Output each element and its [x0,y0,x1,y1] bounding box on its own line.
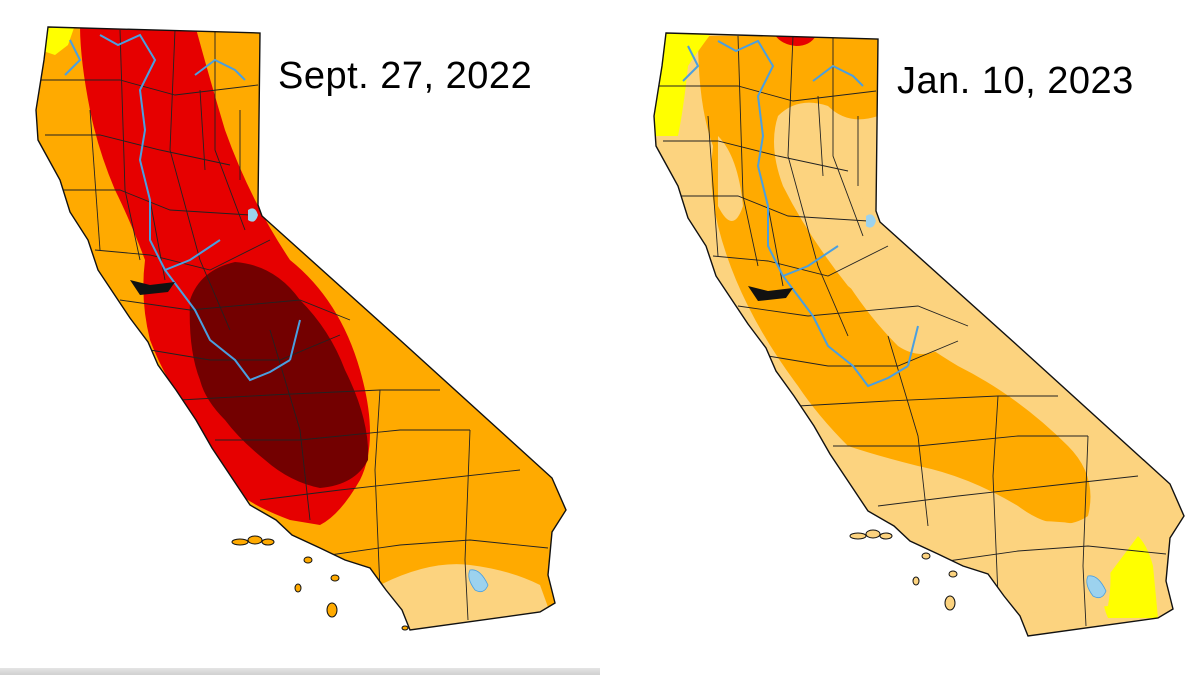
lake-tahoe [248,208,258,222]
lake-tahoe [866,214,876,228]
moderate-drought-interior [818,156,958,354]
abnormally-dry-region [40,27,75,55]
moderate-drought-coastal [718,136,743,221]
abnormally-dry-southeast [1103,536,1158,618]
date-label-sept-2022: Sept. 27, 2022 [278,55,533,97]
moderate-drought-south [988,521,1111,616]
channel-islands [849,529,958,611]
date-label-jan-2023: Jan. 10, 2023 [897,60,1134,102]
map-jan-2023 [653,32,1185,637]
bay-area [130,280,175,295]
severe-drought-region [698,36,1091,524]
salton-sea [1086,575,1107,599]
channel-islands [231,535,409,631]
river-lines [64,33,301,382]
salton-sea [468,569,489,593]
map-sept-2022 [35,26,567,631]
county-lines [658,35,1167,627]
cropped-legend-strip [0,668,600,675]
exceptional-drought-region [189,262,369,488]
abnormally-dry-region [654,33,713,136]
county-lines [40,29,549,621]
river-lines [682,39,919,388]
bay-area [748,286,793,301]
